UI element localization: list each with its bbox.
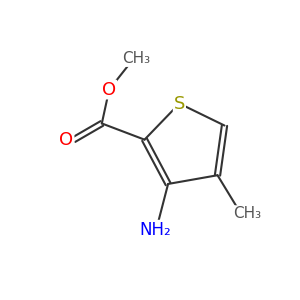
Text: CH₃: CH₃ <box>122 51 150 66</box>
Text: S: S <box>174 94 185 112</box>
Text: O: O <box>102 81 116 99</box>
Text: NH₂: NH₂ <box>139 220 171 238</box>
Text: O: O <box>59 130 74 148</box>
Text: CH₃: CH₃ <box>233 206 261 221</box>
